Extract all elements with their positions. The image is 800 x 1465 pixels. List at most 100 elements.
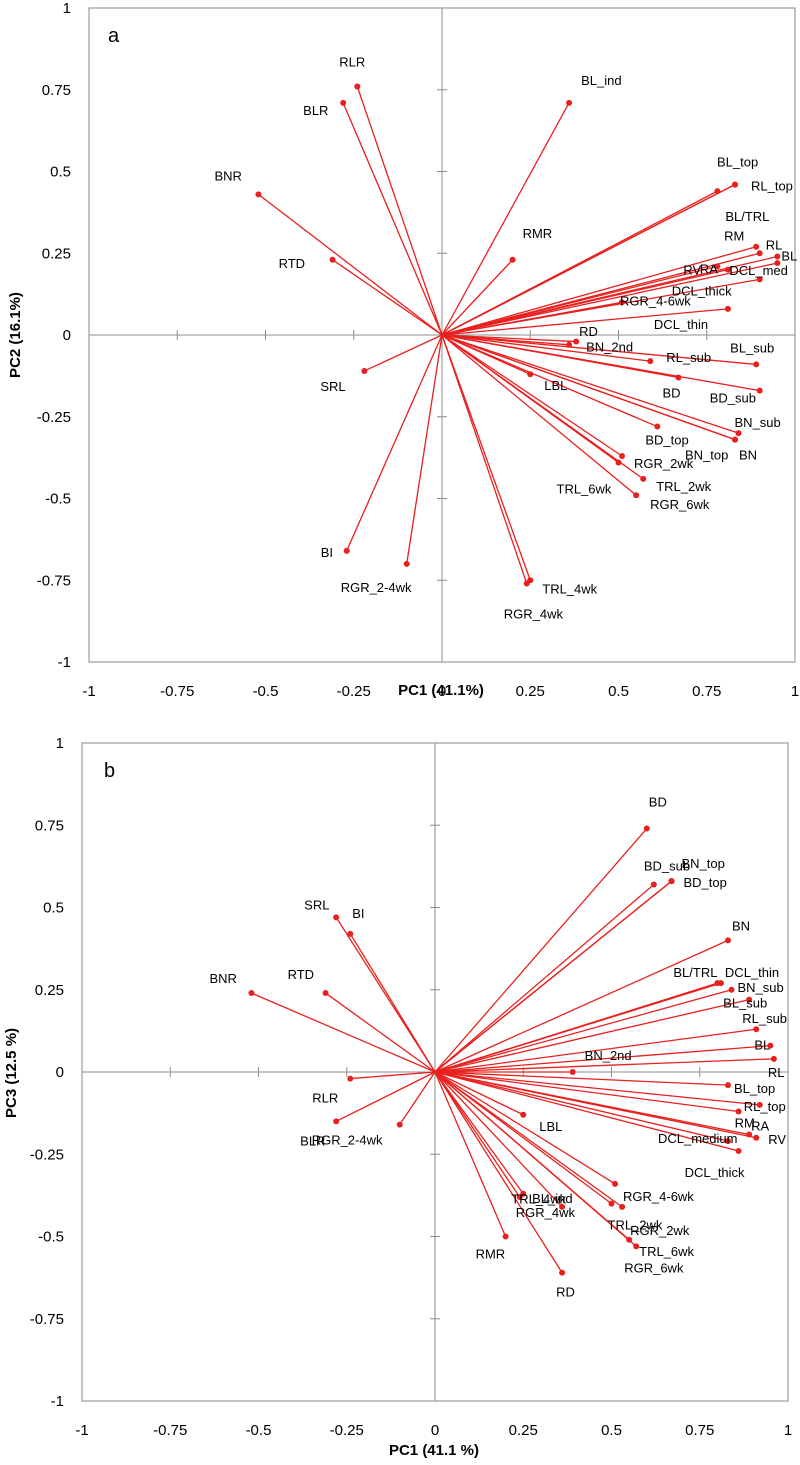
panel-a-point-bl-trl bbox=[714, 188, 721, 195]
panel-a-label-srl: SRL bbox=[320, 379, 345, 394]
panel-a-x-tick-label: -0.5 bbox=[253, 683, 279, 700]
panel-a-vector-bl-trl bbox=[441, 190, 718, 336]
panel-b-y-tick-label: 0 bbox=[56, 1064, 64, 1081]
panel-b-point-lbl bbox=[520, 1111, 527, 1118]
panel-b-y-tick-label: 1 bbox=[56, 735, 64, 752]
panel-a-label-rl-top: RL_top bbox=[751, 179, 793, 194]
panel-a-vector-rgr-6wk bbox=[441, 334, 637, 496]
panel-a-label-dcl-thick: DCL_thick bbox=[672, 283, 732, 298]
panel-b-label-bn-sub: BN_sub bbox=[738, 980, 784, 995]
panel-a-vector-rgr-2-4wk bbox=[406, 334, 443, 564]
panel-a-vector-trl-4wk bbox=[441, 334, 531, 581]
panel-b-vector-blr bbox=[335, 1071, 436, 1122]
panel-a-point-bn-sub bbox=[735, 430, 742, 437]
panel-a-x-tick-label: 0.5 bbox=[608, 683, 629, 700]
panel-b-point-rd bbox=[559, 1269, 566, 1276]
panel-b-point-dcl-medium bbox=[724, 1138, 731, 1145]
panel-a-vector-rtd bbox=[332, 259, 443, 336]
panel-a-label-rv: RV bbox=[683, 262, 701, 277]
panel-b-vector-dcl-thin bbox=[434, 982, 722, 1073]
panel-a-vector-bi bbox=[346, 334, 443, 552]
panel-b-point-bl bbox=[767, 1042, 774, 1049]
panel-a-point-dcl-med bbox=[774, 260, 781, 267]
panel-a-x-tick-label: -0.25 bbox=[337, 683, 371, 700]
panel-a-label-rmr: RMR bbox=[523, 226, 553, 241]
panel-b-point-trl-2wk bbox=[608, 1200, 615, 1207]
panel-b-vector-dcl-thick bbox=[434, 1071, 739, 1152]
panel-a-point-srl bbox=[361, 367, 368, 374]
panel-b-y-tick-label: -0.25 bbox=[30, 1146, 64, 1163]
panel-a-point-bd-sub bbox=[756, 387, 763, 394]
panel-b-chart: b -1 -0.75 -0.5 -0.25 0 0.25 0.5 0.75 1 1 0.75 0.5 0… bbox=[3, 735, 792, 1459]
panel-a-label-bl-top: BL_top bbox=[717, 155, 758, 170]
panel-b-point-bn bbox=[724, 937, 731, 944]
panel-a-y-tick-label: 1 bbox=[63, 0, 71, 17]
panel-a-point-dcl-thick bbox=[756, 276, 763, 283]
panel-a-point-rtd bbox=[329, 256, 336, 263]
panel-b-vector-bnr bbox=[251, 992, 436, 1073]
panel-a-label-bnr: BNR bbox=[214, 168, 241, 183]
panel-b-vector-lbl bbox=[434, 1071, 524, 1116]
panel-a-vector-dcl-thin bbox=[441, 308, 728, 336]
panel-a-point-rgr-2wk bbox=[619, 452, 626, 459]
panel-a-label-bi: BI bbox=[321, 545, 333, 560]
panel-a-label-bd-sub: BD_sub bbox=[710, 391, 756, 406]
panel-b-label-rl: RL bbox=[768, 1065, 785, 1080]
panel-b-vector-rl-top bbox=[434, 1071, 760, 1106]
panel-a-chart: a -1 -0.75 -0.5 -0.25 0 0.25 0.5 0.75 1 1 0.75 0.5 0… bbox=[7, 0, 799, 700]
panel-b-y-tick-label: 0.25 bbox=[35, 982, 64, 999]
panel-b-vector-rlr bbox=[350, 1071, 436, 1080]
panel-a-point-rlr bbox=[354, 83, 361, 90]
panel-a-vector-rl-sub bbox=[441, 334, 651, 362]
panel-a-vector-dcl-med bbox=[441, 262, 778, 336]
panel-b-vector-rgr-6wk bbox=[434, 1071, 637, 1247]
panel-a-point-trl-2wk bbox=[640, 475, 647, 482]
panel-b-label-bl-sub: BL_sub bbox=[723, 996, 767, 1011]
panel-a-y-tick-label: -1 bbox=[58, 654, 71, 671]
panel-a-y-tick-label: 0.5 bbox=[50, 164, 71, 181]
panel-b-label-rgr-6wk: RGR_6wk bbox=[624, 1260, 684, 1275]
panel-b-y-tick-label: -0.75 bbox=[30, 1311, 64, 1328]
panel-b-vector-trl-4wk bbox=[434, 1071, 524, 1195]
panel-b-vector-rd bbox=[434, 1071, 563, 1274]
panel-b-x-tick-label: -1 bbox=[75, 1422, 88, 1439]
panel-b-point-bl-sub bbox=[746, 996, 753, 1003]
panel-b-point-bl-top bbox=[724, 1082, 731, 1089]
panel-b-label-bd: BD bbox=[649, 795, 667, 810]
panel-b-x-tick-label: 1 bbox=[784, 1422, 792, 1439]
panel-b-label-rd: RD bbox=[556, 1285, 575, 1300]
panel-b-label-trl-4wk: TRL_4wk bbox=[511, 1192, 566, 1207]
panel-b-vector-bl-top bbox=[434, 1071, 729, 1086]
panel-a-y-axis-title: PC2 (16.1%) bbox=[7, 292, 24, 378]
panel-a-label-rm: RM bbox=[724, 229, 744, 244]
panel-a-x-tick-label: 0 bbox=[438, 683, 446, 700]
panel-b-vector-rl bbox=[434, 1058, 774, 1073]
panel-a-point-trl-6wk bbox=[615, 459, 622, 466]
panel-b-x-tick-label: 0 bbox=[431, 1422, 439, 1439]
panel-a-point-bd-top bbox=[654, 423, 661, 430]
panel-a-y-tick-label: -0.5 bbox=[45, 491, 71, 508]
panel-a-vector-rv bbox=[441, 265, 718, 336]
panel-b-label-rv: RV bbox=[768, 1132, 786, 1147]
panel-a-point-rl bbox=[756, 250, 763, 257]
panel-b-vector-rgr-4wk bbox=[434, 1071, 521, 1198]
panel-a-y-tick-label: 0.25 bbox=[42, 245, 71, 262]
panel-b-vector-bd bbox=[434, 828, 648, 1073]
panel-b-vector-bn-sub bbox=[434, 989, 732, 1073]
panel-b-label-rtd: RTD bbox=[288, 967, 314, 982]
panel-b-label-bn-top: BN_top bbox=[682, 856, 725, 871]
panel-a-label-dcl-med: DCL_med bbox=[729, 263, 788, 278]
panel-b-vector-rtd bbox=[325, 992, 436, 1073]
panel-a-y-tick-label: 0 bbox=[63, 327, 71, 344]
panel-b-label-bl: BL bbox=[754, 1038, 770, 1053]
panel-a-point-rgr-4-6wk bbox=[619, 299, 626, 306]
panel-b-point-rl bbox=[770, 1055, 777, 1062]
panel-a-vector-rgr-4-6wk bbox=[441, 301, 623, 336]
panel-a-vector-rgr-2wk bbox=[441, 334, 623, 457]
panel-b-label-ra: RA bbox=[751, 1119, 769, 1134]
panel-a-point-rgr-6wk bbox=[633, 492, 640, 499]
panel-b-label-bd-top: BD_top bbox=[684, 875, 727, 890]
panel-b-vector-rgr-2wk bbox=[434, 1071, 623, 1208]
panel-a-label-lbl: LBL bbox=[544, 378, 567, 393]
